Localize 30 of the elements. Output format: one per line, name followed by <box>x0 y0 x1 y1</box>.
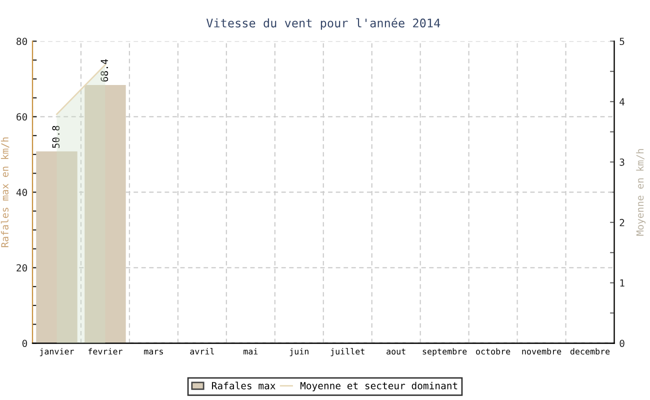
y-tick-label: 0 <box>22 340 28 348</box>
x-tick-label: juillet <box>330 348 364 356</box>
x-tick-label: mars <box>144 350 163 355</box>
y-tick-label: 20 <box>16 264 28 272</box>
data-label: 68.4 <box>100 59 108 82</box>
x-tick-label: septembre <box>422 348 467 356</box>
x-tick-label: avril <box>190 348 214 355</box>
y2-tick-label: 4 <box>620 98 624 106</box>
data-label: 50.8 <box>52 126 60 148</box>
x-tick-label: novembre <box>522 348 562 355</box>
legend-label: Rafales max <box>212 382 276 390</box>
y-tick-label: 40 <box>16 188 28 196</box>
y2-tick-label: 5 <box>620 38 624 46</box>
y2-tick-label: 2 <box>620 218 624 226</box>
y2-tick-label: 3 <box>620 158 624 166</box>
y2-axis-title: Moyenne en km/h <box>636 149 646 236</box>
chart-title: Vitesse du vent pour l'année 2014 <box>206 18 440 30</box>
y2-tick-label: 1 <box>620 279 624 287</box>
x-tick-label: juin <box>290 348 308 356</box>
x-tick-label: janvier <box>40 348 74 356</box>
x-tick-label: octobre <box>476 348 510 355</box>
x-tick-label: aout <box>386 348 406 355</box>
x-tick-label: fevrier <box>88 348 122 355</box>
y-axis-title: Rafales max en km/h <box>0 137 10 248</box>
x-tick-label: mai <box>244 348 258 355</box>
legend-label: Moyenne et secteur dominant <box>300 382 458 392</box>
x-tick-label: decembre <box>570 348 610 355</box>
y-tick-label: 80 <box>16 38 28 46</box>
y-tick-label: 60 <box>16 113 28 121</box>
y2-tick-label: 0 <box>620 340 624 348</box>
